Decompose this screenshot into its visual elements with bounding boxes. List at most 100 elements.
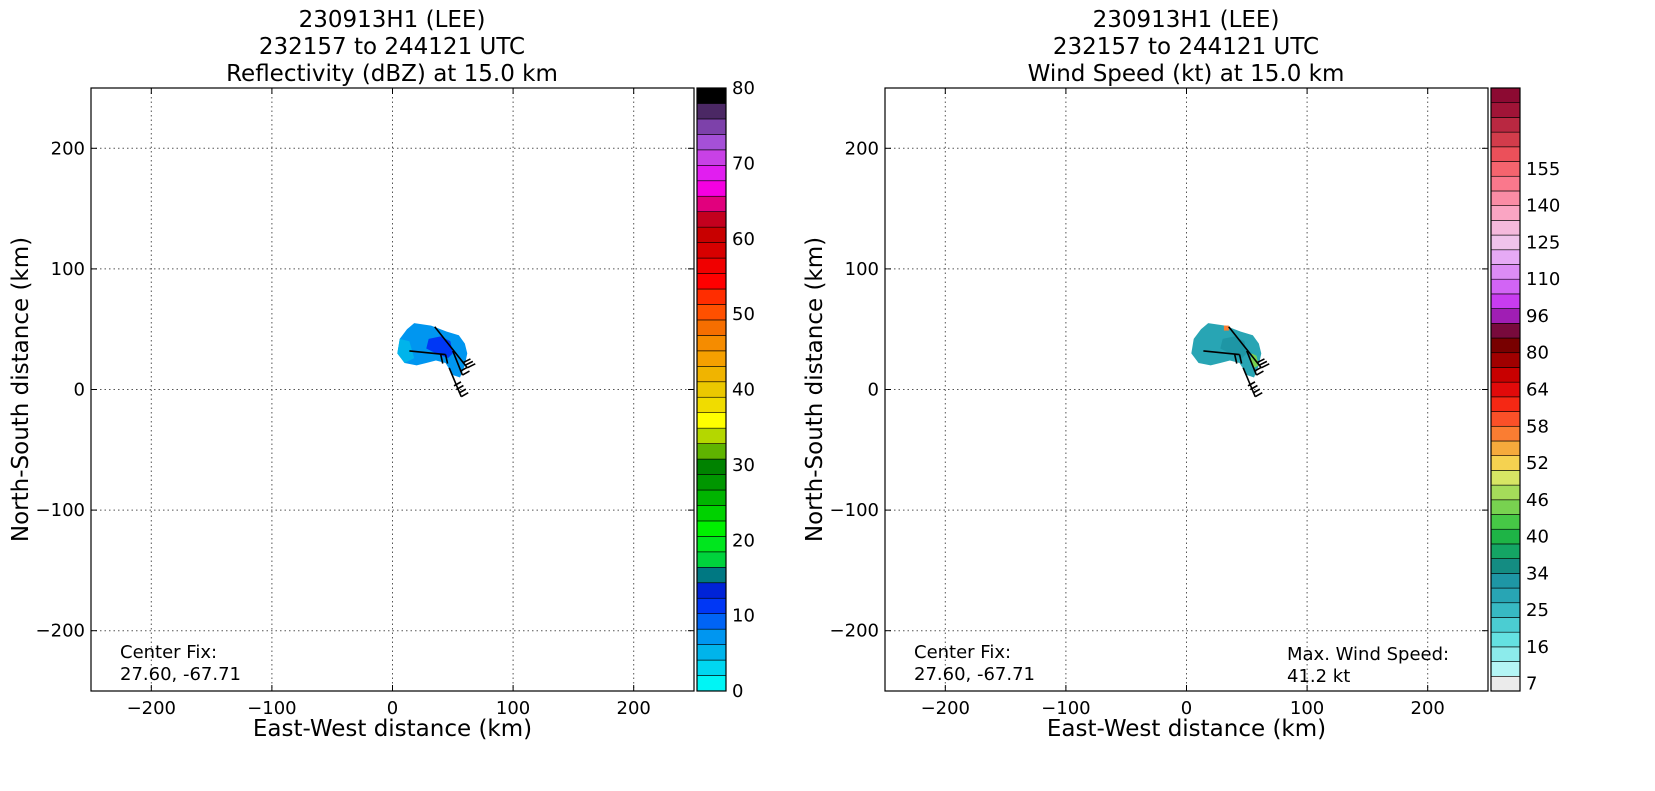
colorbar-bin xyxy=(1490,617,1521,633)
max-wind-label: Max. Wind Speed: xyxy=(1287,644,1449,665)
colorbar-bin xyxy=(1490,499,1521,515)
x-tick-label: 100 xyxy=(1290,698,1324,719)
colorbar-bin xyxy=(696,505,727,522)
colorbar-bin xyxy=(696,582,727,599)
colorbar-bin xyxy=(1490,337,1521,354)
center-fix-value: 27.60, -67.71 xyxy=(914,664,1035,685)
center-fix-label: Center Fix: xyxy=(120,642,217,663)
colorbar-tick-label: 80 xyxy=(1526,343,1549,364)
colorbar-bin xyxy=(696,226,727,243)
wind-barb xyxy=(452,350,470,376)
colorbar-bin xyxy=(1490,220,1521,236)
colorbar-tick-label: 64 xyxy=(1526,380,1549,401)
wind-barbs xyxy=(409,326,476,398)
colorbar-bin xyxy=(696,273,727,290)
x-tick-label: 200 xyxy=(617,698,651,719)
colorbar-tick-label: 0 xyxy=(732,681,743,702)
y-tick-label: 100 xyxy=(845,259,879,280)
colorbar-bin xyxy=(696,536,727,553)
x-tick-label: 0 xyxy=(1181,698,1192,719)
colorbar-bin xyxy=(696,381,727,398)
colorbar-bin xyxy=(1490,278,1521,295)
colorbar-tick-label: 125 xyxy=(1526,232,1560,253)
colorbar-tick-label: 52 xyxy=(1526,453,1549,474)
chart-title-line: 230913H1 (LEE) xyxy=(299,7,486,33)
colorbar-bin xyxy=(1490,308,1521,324)
colorbar-frame xyxy=(696,87,727,692)
x-tick-label: 100 xyxy=(496,698,530,719)
colorbar-bin xyxy=(696,474,727,491)
colorbar-tick-label: 58 xyxy=(1526,416,1549,437)
colorbar-bin xyxy=(1490,558,1521,574)
colorbar-bin xyxy=(1490,131,1521,148)
x-tick-label: −200 xyxy=(921,698,970,719)
colorbar-bin xyxy=(696,350,727,367)
y-tick-label: −200 xyxy=(830,621,879,642)
y-axis-label: North-South distance (km) xyxy=(8,237,34,542)
colorbar-bin xyxy=(1490,573,1521,589)
wind-barb xyxy=(434,326,476,369)
colorbar-bin xyxy=(1490,190,1521,206)
colorbar-bin xyxy=(1490,175,1521,192)
colorbar-bin xyxy=(696,489,727,506)
chart-title-line: 232157 to 244121 UTC xyxy=(1053,34,1319,60)
colorbar: 7 16 25 34 40 46 52 58 64 80 96 110 125 140 155 xyxy=(1490,87,1560,695)
colorbar-tick-label: 80 xyxy=(732,78,755,99)
colorbar-tick-label: 16 xyxy=(1526,637,1549,658)
colorbar-tick-label: 60 xyxy=(732,229,755,250)
colorbar-bin xyxy=(1490,396,1521,412)
colorbar-tick-label: 7 xyxy=(1526,674,1537,695)
colorbar-bin xyxy=(1490,367,1521,383)
x-axis-label: East-West distance (km) xyxy=(253,716,532,742)
x-tick-label: −200 xyxy=(127,698,176,719)
colorbar-bin xyxy=(1490,102,1521,118)
y-tick-label: −200 xyxy=(36,621,85,642)
y-tick-label: 100 xyxy=(51,259,85,280)
center-fix-label: Center Fix: xyxy=(914,642,1011,663)
wind-barb xyxy=(1246,350,1264,376)
y-tick-label: −100 xyxy=(830,500,879,521)
colorbar-bin xyxy=(696,458,727,475)
colorbar-bin xyxy=(696,319,727,336)
colorbar-bin xyxy=(1490,293,1521,309)
colorbar-bin xyxy=(696,288,727,305)
colorbar-bin xyxy=(696,412,727,429)
colorbar-bin xyxy=(696,520,727,537)
colorbar-tick-label: 40 xyxy=(732,380,755,401)
colorbar-bin xyxy=(696,628,727,645)
colorbar-bin xyxy=(1490,381,1521,398)
colorbar-bin xyxy=(1490,455,1521,471)
colorbar-tick-label: 46 xyxy=(1526,490,1549,511)
x-tick-label: 0 xyxy=(387,698,398,719)
colorbar-bin xyxy=(1490,528,1521,545)
colorbar-bin xyxy=(696,165,727,182)
colorbar-bin xyxy=(1490,646,1521,662)
colorbar-bin xyxy=(696,118,727,135)
colorbar-bin xyxy=(1490,440,1521,456)
wind-barb xyxy=(448,367,469,398)
colorbar-bin xyxy=(1490,234,1521,251)
colorbar-tick-label: 140 xyxy=(1526,196,1560,217)
x-tick-label: 200 xyxy=(1411,698,1445,719)
wind-barb xyxy=(1228,326,1270,369)
colorbar-tick-label: 155 xyxy=(1526,159,1560,180)
colorbar-bin xyxy=(1490,543,1521,559)
colorbar-bin xyxy=(696,366,727,383)
colorbar-bin xyxy=(696,396,727,413)
chart-title-line: Wind Speed (kt) at 15.0 km xyxy=(1028,61,1345,87)
x-tick-label: −100 xyxy=(247,698,296,719)
colorbar-bin xyxy=(696,659,727,676)
colorbar-bin xyxy=(696,195,727,212)
colorbar-bin xyxy=(1490,425,1521,442)
colorbar-tick-label: 110 xyxy=(1526,269,1560,290)
y-tick-label: 0 xyxy=(74,380,85,401)
colorbar-tick-label: 20 xyxy=(732,530,755,551)
y-tick-label: −100 xyxy=(36,500,85,521)
colorbar-bin xyxy=(696,335,727,352)
echo-max-cell xyxy=(1223,325,1229,331)
colorbar-bin xyxy=(696,551,727,568)
colorbar-tick-label: 50 xyxy=(732,304,755,325)
colorbar-bin xyxy=(696,149,727,166)
wind-barb xyxy=(1242,367,1263,398)
